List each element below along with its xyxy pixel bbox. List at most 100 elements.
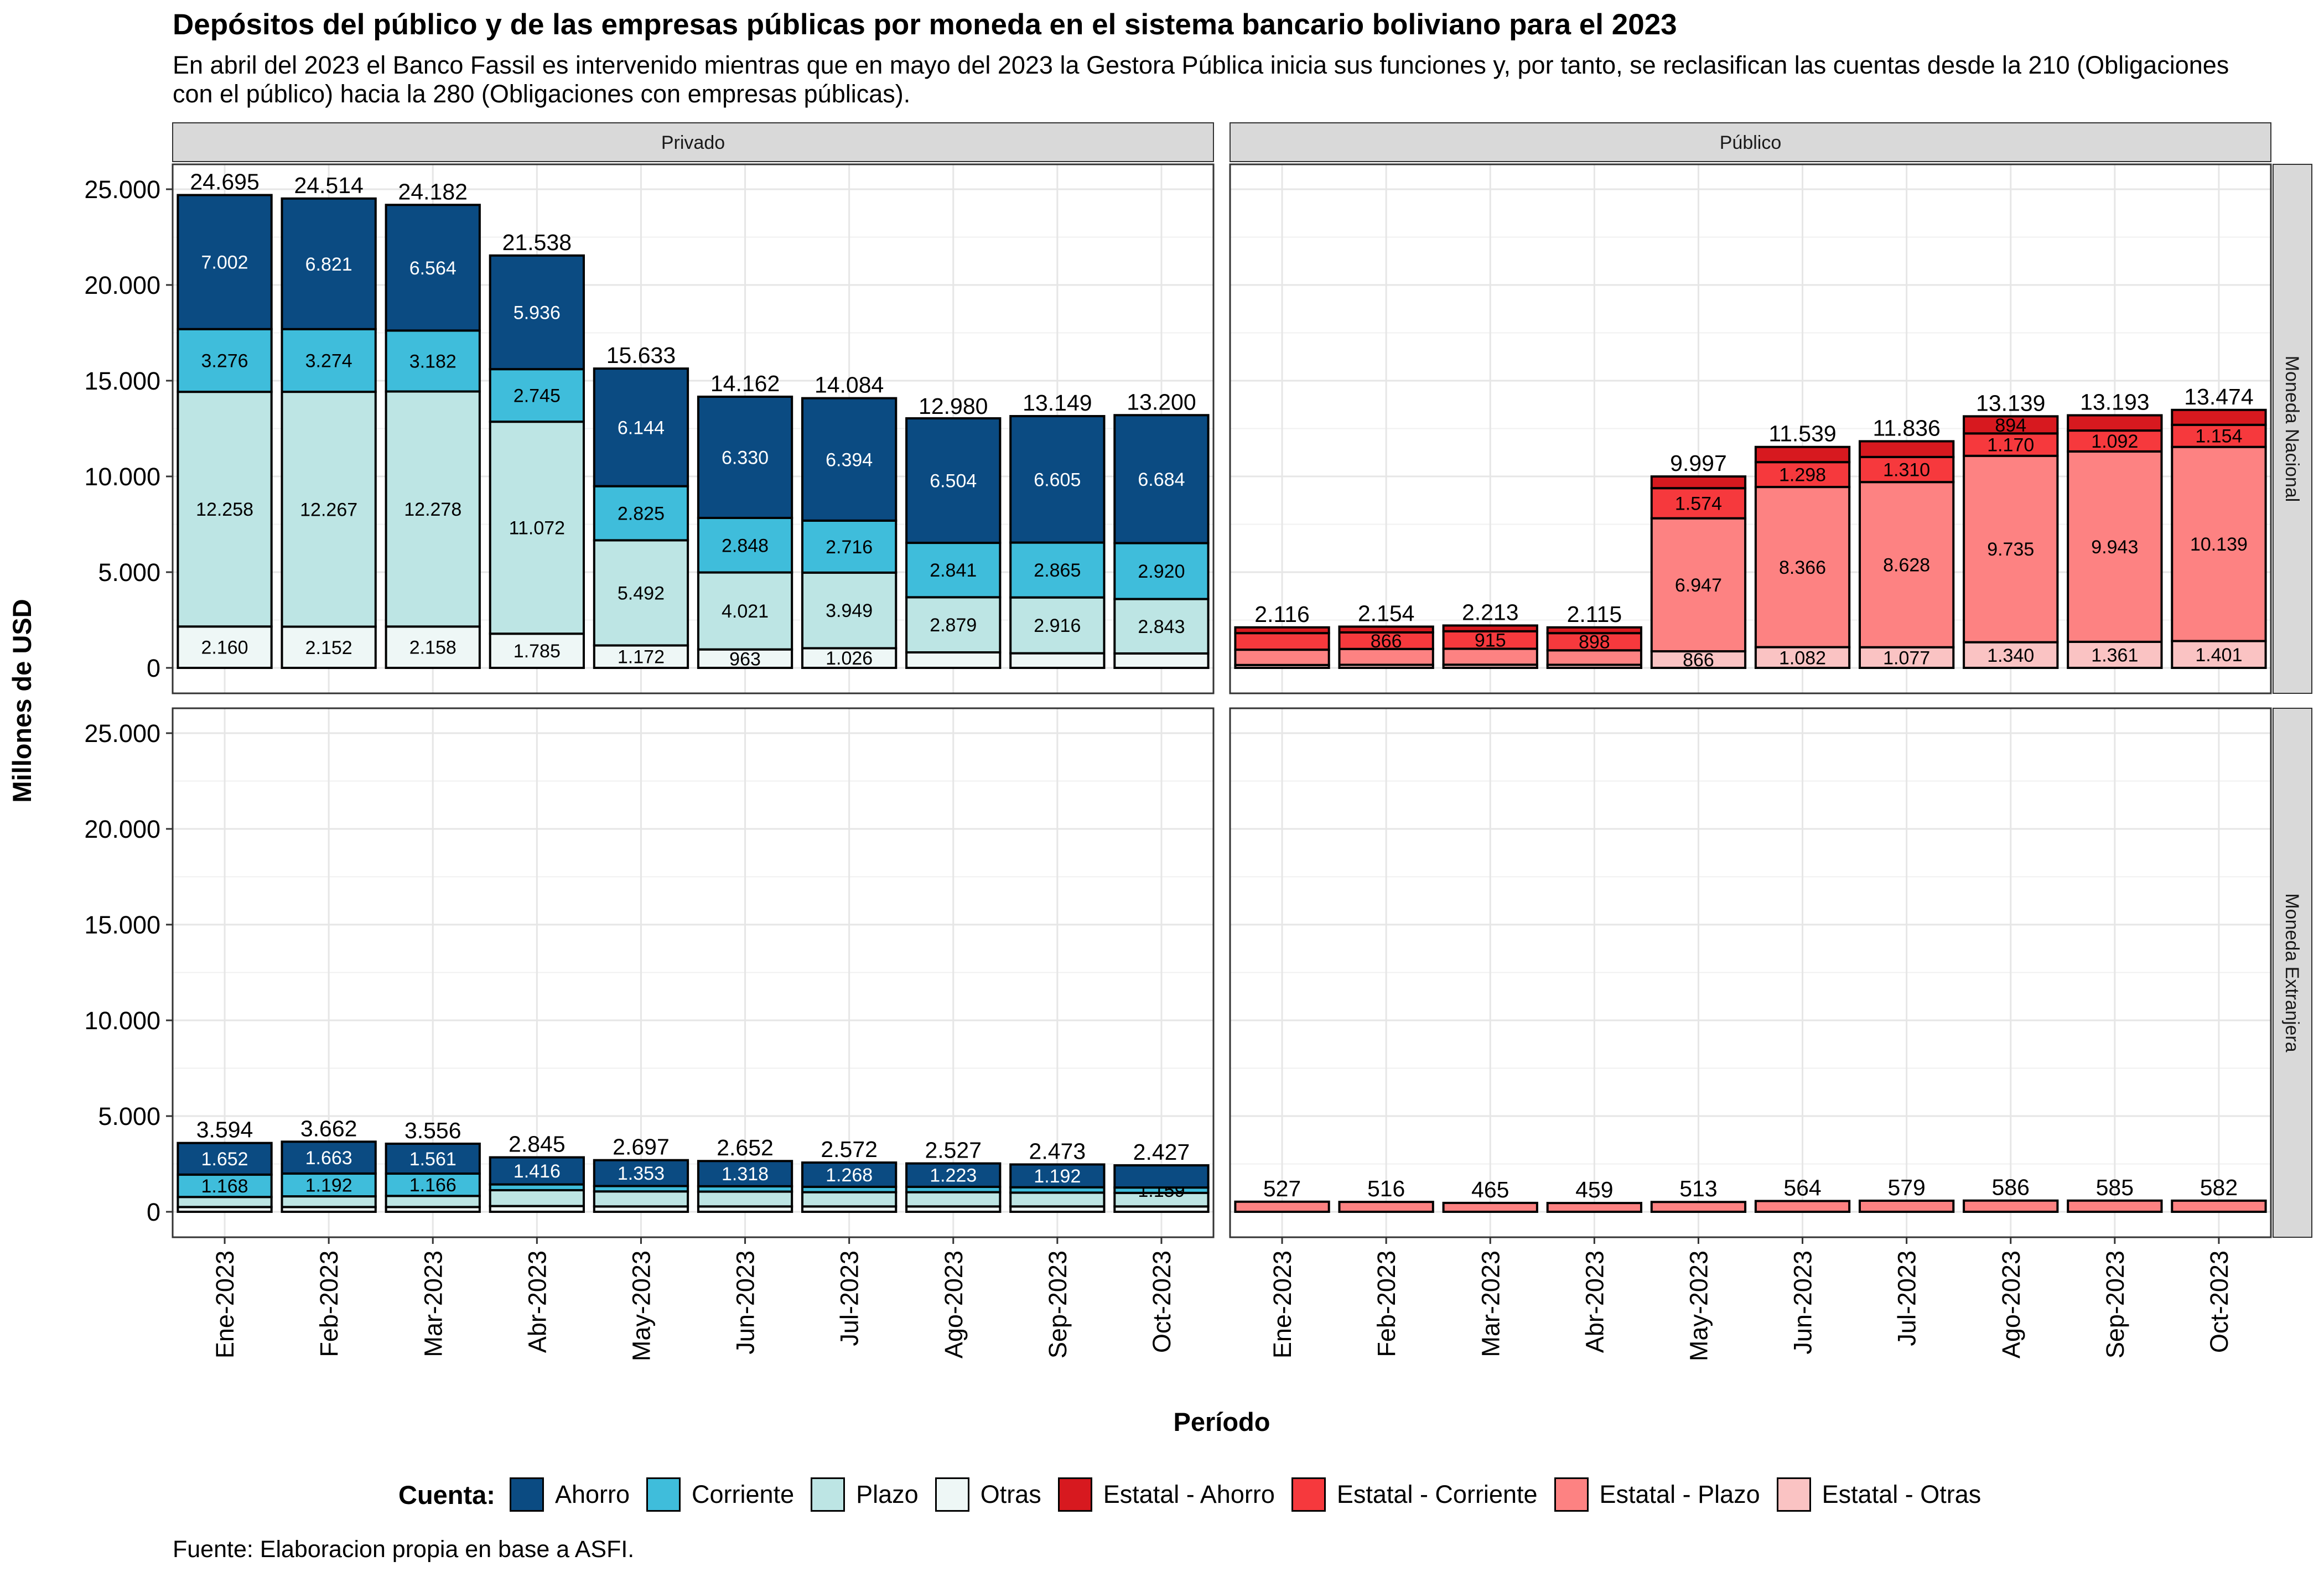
bar-segment-label: 4.021 — [722, 601, 769, 622]
x-tick-label: Sep-2023 — [2101, 1251, 2129, 1358]
bar-segment-label: 5.936 — [513, 302, 561, 323]
bar-segment-label: 12.278 — [404, 499, 461, 520]
bar-total-label: 582 — [2200, 1175, 2238, 1200]
legend-item: Ahorro — [509, 1477, 630, 1512]
bar-total-label: 3.556 — [404, 1118, 461, 1143]
x-tick-label: Mar-2023 — [1476, 1251, 1505, 1357]
bar-segment-label: 10.139 — [2190, 534, 2248, 555]
bar-segment — [385, 390, 481, 628]
bar-total-label: 2.154 — [1358, 600, 1415, 626]
bar-segment-label: 8.628 — [1883, 554, 1930, 575]
x-tick-label: Feb-2023 — [315, 1251, 343, 1357]
bar-segment — [1546, 1202, 1642, 1213]
bar-segment — [1963, 641, 2059, 670]
bar-segment — [1650, 475, 1747, 490]
bar-segment-label: 866 — [1683, 650, 1714, 671]
bar-segment-label: 866 — [1371, 631, 1402, 652]
bar-total-label: 2.473 — [1029, 1138, 1086, 1164]
bar-total-label: 2.213 — [1462, 599, 1519, 625]
bar-segment-label: 2.920 — [1138, 561, 1185, 582]
bar-total-label: 2.652 — [717, 1135, 774, 1160]
bar-segment-label: 6.947 — [1675, 575, 1722, 596]
x-axis-title: Período — [1174, 1407, 1270, 1436]
legend-item: Plazo — [811, 1477, 919, 1512]
legend-item: Corriente — [646, 1477, 794, 1512]
legend-title: Cuenta: — [398, 1480, 495, 1509]
chart-subtitle: En abril del 2023 el Banco Fassil es int… — [173, 51, 2229, 108]
bar-total-label: 564 — [1783, 1175, 1821, 1200]
bar-segment — [1113, 1191, 1210, 1208]
bar-segment-label: 894 — [1995, 415, 2026, 436]
row-strip — [2273, 708, 2312, 1238]
bar-segment — [489, 1156, 585, 1186]
x-tick-label: Oct-2023 — [2205, 1251, 2233, 1353]
bar-total-label: 11.539 — [1768, 421, 1836, 447]
bar-segment-label: 1.026 — [826, 648, 873, 669]
x-tick-label: Ago-2023 — [1997, 1251, 2025, 1358]
legend-item: Estatal - Otras — [1776, 1477, 1981, 1512]
bar-segment — [593, 485, 689, 542]
bar-segment-label: 2.716 — [826, 537, 873, 558]
bar-segment-label: 6.605 — [1034, 469, 1081, 490]
bar-total-label: 2.572 — [821, 1137, 878, 1162]
bar-segment — [281, 1140, 377, 1175]
bar-segment — [177, 625, 273, 669]
bar-total-label: 516 — [1367, 1176, 1405, 1201]
bar-segment — [1234, 649, 1330, 666]
bar-total-label: 21.538 — [502, 230, 572, 255]
bar-segment — [1754, 1200, 1851, 1213]
legend-item: Estatal - Plazo — [1554, 1477, 1760, 1512]
bar-segment — [1338, 1201, 1434, 1213]
bar-segment-label: 6.394 — [826, 449, 873, 470]
bar-total-label: 14.084 — [815, 372, 884, 398]
bar-segment-label: 6.821 — [305, 254, 352, 275]
x-tick-label: Ene-2023 — [211, 1251, 239, 1358]
legend-swatch — [1057, 1477, 1092, 1512]
bar-total-label: 14.162 — [710, 371, 780, 396]
y-axis-title: Millones de USD — [7, 599, 37, 802]
x-tick-label: Sep-2023 — [1044, 1251, 1072, 1358]
bar-segment-label: 963 — [729, 649, 761, 670]
legend-swatch — [509, 1477, 544, 1512]
bar-segment — [1113, 1164, 1210, 1189]
legend-label: Estatal - Corriente — [1336, 1480, 1538, 1508]
column-strip-label: Privado — [661, 132, 725, 153]
bar-segment — [2171, 445, 2267, 642]
bar-segment — [593, 539, 689, 647]
x-tick-label: Abr-2023 — [1580, 1251, 1609, 1353]
bar-segment-label: 915 — [1475, 630, 1506, 651]
bar-segment — [1859, 440, 1955, 458]
bar-total-label: 13.474 — [2184, 384, 2253, 409]
bar-segment — [1442, 647, 1538, 666]
bar-segment — [281, 328, 377, 393]
bar-segment-label: 2.825 — [618, 504, 665, 525]
bar-segment — [801, 519, 898, 574]
bar-segment-label: 9.735 — [1987, 539, 2034, 560]
bar-segment — [1754, 646, 1851, 670]
legend-item: Estatal - Ahorro — [1057, 1477, 1275, 1512]
column-strip — [1230, 122, 2271, 162]
y-tick-label: 10.000 — [84, 1007, 160, 1035]
bar-segment-label: 1.298 — [1779, 465, 1826, 486]
bar-segment — [1754, 486, 1851, 649]
bar-segment — [1234, 632, 1330, 651]
bar-total-label: 2.427 — [1133, 1139, 1190, 1165]
bar-total-label: 11.836 — [1872, 415, 1940, 440]
bar-segment-label: 6.564 — [409, 258, 456, 279]
bar-segment — [593, 1159, 689, 1187]
y-tick-label: 25.000 — [84, 175, 160, 204]
bar-segment — [801, 571, 898, 650]
bar-segment — [2067, 450, 2163, 643]
bar-segment — [2067, 1199, 2163, 1213]
bar-segment — [1650, 650, 1747, 670]
bar-segment — [2171, 1199, 2267, 1213]
legend-label: Estatal - Plazo — [1599, 1480, 1760, 1508]
bar-segment-label: 6.144 — [618, 417, 665, 438]
bar-segment — [2171, 408, 2267, 426]
bar-segment-label: 1.785 — [513, 641, 561, 662]
bar-segment — [1754, 445, 1851, 464]
bar-total-label: 24.514 — [294, 173, 363, 198]
panel-border — [172, 707, 1215, 1238]
legend-item: Otras — [935, 1477, 1041, 1512]
bar-total-label: 13.139 — [1976, 390, 2045, 416]
